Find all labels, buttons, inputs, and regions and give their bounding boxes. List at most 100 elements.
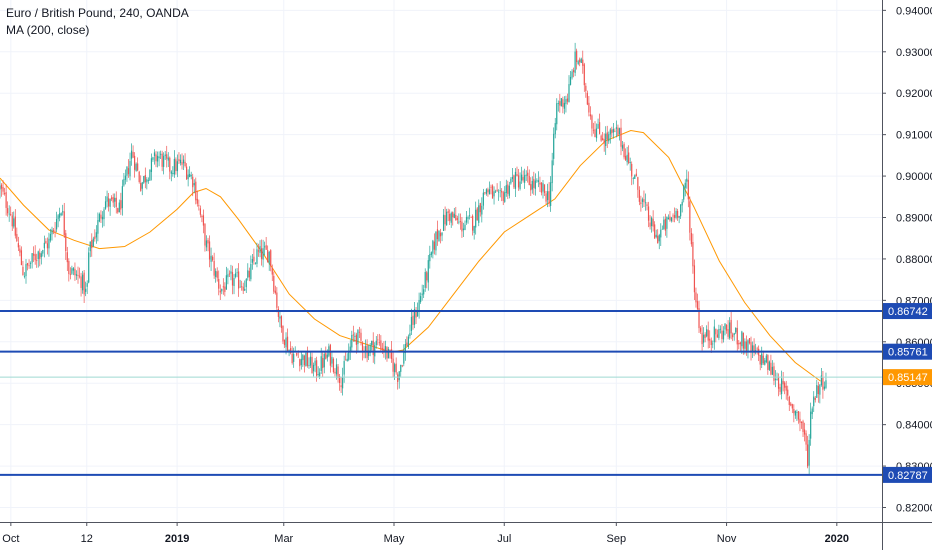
candle xyxy=(699,326,702,334)
candle xyxy=(677,208,679,221)
candle xyxy=(413,301,416,329)
candle xyxy=(147,177,149,184)
candle xyxy=(257,243,260,257)
candle xyxy=(89,241,91,258)
candle xyxy=(794,410,796,419)
candle xyxy=(542,179,544,199)
candle xyxy=(770,354,772,376)
candle xyxy=(504,186,506,203)
candle xyxy=(716,329,718,338)
candle xyxy=(423,284,425,299)
candle xyxy=(199,205,201,218)
candle xyxy=(459,213,462,230)
candle xyxy=(277,306,279,323)
candle xyxy=(594,121,596,138)
candle xyxy=(464,220,466,231)
x-tick-label: Oct xyxy=(2,533,19,545)
candle xyxy=(615,120,618,138)
candle xyxy=(156,151,159,168)
candle xyxy=(479,202,481,217)
candle xyxy=(617,124,619,136)
candle xyxy=(273,271,275,294)
candle xyxy=(158,151,160,167)
candle xyxy=(167,152,169,168)
candle xyxy=(667,214,670,220)
candle xyxy=(236,268,238,278)
candle xyxy=(430,251,432,258)
x-tick-label: 2020 xyxy=(825,533,849,545)
candle xyxy=(421,284,423,301)
candle xyxy=(482,188,484,210)
candle xyxy=(346,353,348,362)
candle xyxy=(638,186,640,206)
candle xyxy=(322,350,324,377)
candle xyxy=(446,208,448,226)
candle xyxy=(276,287,278,313)
candle xyxy=(129,152,131,181)
y-tick-label: 0.84000 xyxy=(896,420,932,432)
candle xyxy=(384,340,387,360)
candle xyxy=(493,186,495,205)
candle xyxy=(546,183,549,208)
candle xyxy=(371,340,373,351)
candle xyxy=(436,220,439,246)
candle xyxy=(582,50,584,74)
candle xyxy=(5,184,7,216)
candle xyxy=(69,267,71,280)
candle xyxy=(531,176,533,194)
candle xyxy=(579,57,581,67)
y-tick-label: 0.82000 xyxy=(896,503,932,515)
candle xyxy=(751,341,754,358)
candle xyxy=(19,245,21,257)
candle xyxy=(455,206,457,221)
candle xyxy=(16,227,18,243)
candle xyxy=(488,181,491,195)
candle xyxy=(222,278,224,295)
candle xyxy=(149,169,151,181)
candle xyxy=(565,95,567,113)
candle xyxy=(286,328,289,353)
candle xyxy=(543,184,546,196)
candle xyxy=(358,326,361,339)
candle xyxy=(80,272,82,297)
candle xyxy=(591,114,593,137)
candle xyxy=(329,343,331,373)
y-tick-label: 0.94000 xyxy=(896,5,932,17)
candle xyxy=(403,344,405,367)
candle xyxy=(40,251,42,265)
candle xyxy=(441,232,443,242)
candle xyxy=(141,181,143,196)
horizontal-lines[interactable] xyxy=(0,310,882,476)
candle xyxy=(179,154,182,166)
candle xyxy=(187,169,189,187)
candle xyxy=(364,339,367,359)
candle xyxy=(312,362,315,377)
candle xyxy=(450,211,452,228)
candle xyxy=(807,435,809,469)
candle xyxy=(453,207,455,219)
candle xyxy=(524,168,526,189)
candle xyxy=(545,190,547,204)
candle xyxy=(412,311,414,330)
candle xyxy=(765,353,767,364)
candle xyxy=(380,335,382,352)
candle xyxy=(553,127,555,166)
candle xyxy=(25,259,27,284)
candle xyxy=(98,212,101,223)
candle xyxy=(242,282,244,295)
candle xyxy=(111,195,113,202)
candle xyxy=(337,364,339,383)
candle xyxy=(560,98,562,107)
x-tick-label: 2019 xyxy=(165,533,189,545)
candle xyxy=(442,209,445,232)
candle xyxy=(467,215,469,224)
candle xyxy=(427,255,429,291)
price-tag-label: 0.85147 xyxy=(888,372,928,384)
candle xyxy=(767,354,769,375)
candle xyxy=(748,338,751,345)
candle xyxy=(190,171,192,180)
price-tag: 0.86742 xyxy=(883,303,932,320)
candle xyxy=(634,174,636,179)
